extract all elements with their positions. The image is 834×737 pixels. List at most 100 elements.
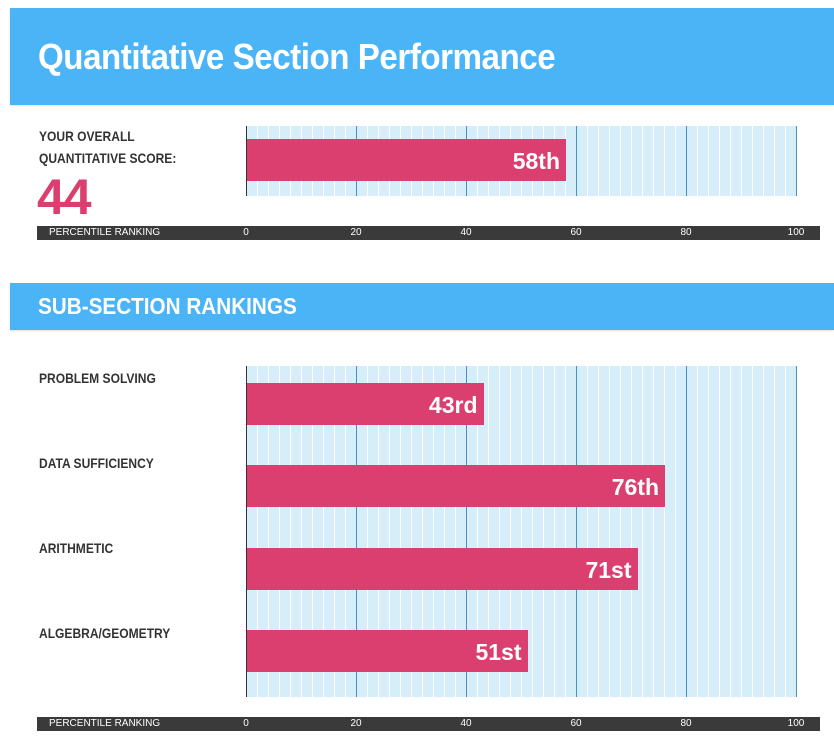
subsection-chart-x-axis: PERCENTILE RANKING 0 20 40 60 80 100 xyxy=(37,717,820,731)
minor-gridline xyxy=(620,366,621,697)
minor-gridline xyxy=(763,366,764,697)
x-tick-label: 0 xyxy=(243,227,249,238)
minor-gridline xyxy=(598,366,599,697)
minor-gridline xyxy=(642,126,643,196)
minor-gridline xyxy=(763,126,764,196)
x-tick-label: 60 xyxy=(570,718,582,729)
bar-data-label: 76th xyxy=(611,474,659,500)
minor-gridline xyxy=(741,126,742,196)
category-label-problem-solving: PROBLEM SOLVING xyxy=(39,370,156,386)
minor-gridline xyxy=(653,126,654,196)
bar-data-label: 58th xyxy=(512,148,560,174)
minor-gridline xyxy=(477,366,478,697)
x-tick-label: 80 xyxy=(680,227,692,238)
minor-gridline xyxy=(752,366,753,697)
bar-data-label: 71st xyxy=(585,557,632,583)
minor-gridline xyxy=(400,366,401,697)
minor-gridline xyxy=(631,126,632,196)
x-axis-caption: PERCENTILE RANKING xyxy=(49,718,161,729)
minor-gridline xyxy=(257,366,258,697)
x-tick-label: 40 xyxy=(460,718,472,729)
minor-gridline xyxy=(510,366,511,697)
minor-gridline xyxy=(642,366,643,697)
minor-gridline xyxy=(345,366,346,697)
minor-gridline xyxy=(279,366,280,697)
bar xyxy=(247,465,665,507)
x-tick-label: 60 xyxy=(570,227,582,238)
minor-gridline xyxy=(730,366,731,697)
minor-gridline xyxy=(521,366,522,697)
category-label-data-sufficiency: DATA SUFFICIENCY xyxy=(39,455,154,471)
minor-gridline xyxy=(653,366,654,697)
minor-gridline xyxy=(774,126,775,196)
minor-gridline xyxy=(389,366,390,697)
minor-gridline xyxy=(565,366,566,697)
minor-gridline xyxy=(587,126,588,196)
minor-gridline xyxy=(554,366,555,697)
overall-score-label-line2: QUANTITATIVE SCORE: xyxy=(39,150,177,166)
category-label-arithmetic: ARITHMETIC xyxy=(39,540,114,556)
header-banner: Quantitative Section Performance xyxy=(10,8,834,105)
bar xyxy=(247,548,638,590)
minor-gridline xyxy=(675,126,676,196)
x-tick-label: 20 xyxy=(350,718,362,729)
minor-gridline xyxy=(411,366,412,697)
minor-gridline xyxy=(444,366,445,697)
minor-gridline xyxy=(774,366,775,697)
minor-gridline xyxy=(620,126,621,196)
major-gridline xyxy=(796,366,797,697)
x-tick-label: 0 xyxy=(243,718,249,729)
minor-gridline xyxy=(708,366,709,697)
minor-gridline xyxy=(598,126,599,196)
x-axis-caption: PERCENTILE RANKING xyxy=(49,227,161,238)
minor-gridline xyxy=(312,366,313,697)
bar-data-label: 51st xyxy=(475,639,522,665)
x-tick-label: 40 xyxy=(460,227,472,238)
minor-gridline xyxy=(323,366,324,697)
minor-gridline xyxy=(609,366,610,697)
minor-gridline xyxy=(752,126,753,196)
minor-gridline xyxy=(268,366,269,697)
minor-gridline xyxy=(664,366,665,697)
minor-gridline xyxy=(664,126,665,196)
minor-gridline xyxy=(719,126,720,196)
minor-gridline xyxy=(378,366,379,697)
subsection-banner: SUB-SECTION RANKINGS xyxy=(10,283,834,330)
x-tick-label: 100 xyxy=(787,718,805,729)
bar-data-label: 43rd xyxy=(428,392,478,418)
major-gridline xyxy=(576,366,577,697)
minor-gridline xyxy=(543,366,544,697)
minor-gridline xyxy=(631,366,632,697)
minor-gridline xyxy=(499,366,500,697)
minor-gridline xyxy=(708,126,709,196)
minor-gridline xyxy=(675,366,676,697)
minor-gridline xyxy=(422,366,423,697)
minor-gridline xyxy=(301,366,302,697)
minor-gridline xyxy=(290,366,291,697)
minor-gridline xyxy=(334,366,335,697)
bar xyxy=(247,383,484,425)
page-title: Quantitative Section Performance xyxy=(38,36,556,77)
category-label-algebra-geometry: ALGEBRA/GEOMETRY xyxy=(39,625,171,641)
overall-chart-plot: 58th xyxy=(246,126,797,196)
overall-score-label-line1: YOUR OVERALL xyxy=(39,128,135,144)
minor-gridline xyxy=(433,366,434,697)
major-gridline xyxy=(686,366,687,697)
bar xyxy=(247,139,566,181)
minor-gridline xyxy=(455,366,456,697)
minor-gridline xyxy=(719,366,720,697)
minor-gridline xyxy=(488,366,489,697)
subsection-title: SUB-SECTION RANKINGS xyxy=(38,293,297,319)
minor-gridline xyxy=(730,126,731,196)
subsection-chart-plot: 43rd 76th 71st 51st xyxy=(246,366,797,697)
major-gridline xyxy=(356,366,357,697)
major-gridline xyxy=(796,126,797,196)
minor-gridline xyxy=(532,366,533,697)
minor-gridline xyxy=(587,366,588,697)
minor-gridline xyxy=(609,126,610,196)
x-tick-label: 20 xyxy=(350,227,362,238)
major-gridline xyxy=(466,366,467,697)
major-gridline xyxy=(686,126,687,196)
major-gridline xyxy=(576,126,577,196)
overall-chart-x-axis: PERCENTILE RANKING 0 20 40 60 80 100 xyxy=(37,226,820,240)
